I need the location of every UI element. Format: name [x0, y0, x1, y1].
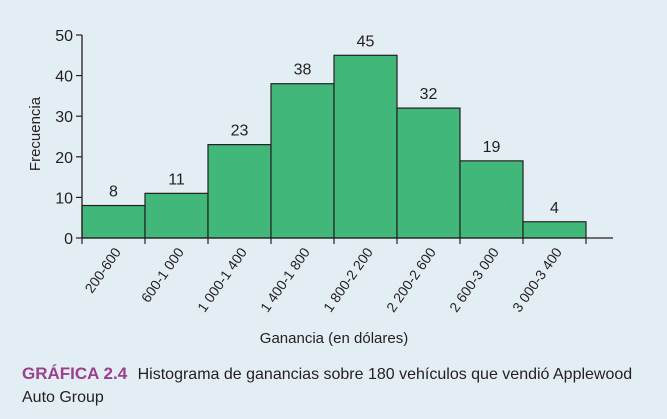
x-axis-label: Ganancia (en dólares): [260, 330, 408, 347]
y-tick-label-2: 20: [55, 150, 73, 167]
bar-value-label-1: 8: [109, 184, 118, 201]
y-ticks-group: 0 10 20 30 40 50: [55, 28, 82, 248]
y-axis-label: Frecuencia: [27, 96, 44, 171]
x-tick-label-8: 3 000-3 400: [509, 244, 565, 315]
bar-value-label-3: 23: [231, 123, 249, 140]
bar-value-label-8: 4: [550, 200, 559, 217]
bar-4: [270, 83, 335, 239]
y-tick-label-0: 0: [64, 231, 73, 248]
x-tick-label-7: 2 600-3 000: [446, 244, 502, 315]
bar-5: [333, 54, 398, 239]
bar-value-label-7: 19: [483, 139, 501, 156]
x-tick-label-5: 1 800-2 200: [320, 244, 376, 315]
x-tick-label-3: 1 000-1 400: [194, 244, 250, 315]
bar-value-label-6: 32: [420, 86, 438, 103]
bar-2: [144, 192, 209, 239]
y-tick-label-1: 10: [55, 190, 73, 207]
x-tick-label-4: 1 400-1 800: [257, 244, 313, 315]
bar-8: [522, 221, 587, 239]
y-tick-label-5: 50: [55, 28, 73, 45]
x-tick-label-6: 2 200-2 600: [383, 244, 439, 315]
x-tick-label-2: 600-1 000: [138, 244, 187, 305]
bar-value-label-2: 11: [168, 171, 185, 188]
bar-value-label-4: 38: [294, 62, 312, 79]
bars-group: [81, 54, 587, 239]
bar-6: [396, 107, 461, 239]
value-labels-group: 8 11 23 38 45 32 19 4: [109, 33, 559, 216]
bar-1: [81, 204, 146, 239]
x-ticks-group: 200-600 600-1 000 1 000-1 400 1 400-1 800 1 …: [81, 238, 587, 315]
figure-caption: GRÁFICA 2.4 Histograma de ganancias sobr…: [22, 362, 652, 409]
histogram-chart: 8 11 23 38 45 32 19 4 0 10 20 30 40 50 200-600 600-1 …: [27, 28, 613, 347]
y-tick-label-4: 40: [55, 69, 73, 86]
y-tick-label-3: 30: [55, 109, 73, 126]
figure-label: GRÁFICA 2.4: [22, 364, 128, 383]
x-tick-label-1: 200-600: [81, 244, 124, 295]
bar-7: [459, 160, 524, 239]
bar-3: [207, 144, 272, 239]
bar-value-label-5: 45: [357, 33, 375, 50]
figure-caption-text: Histograma de ganancias sobre 180 vehícu…: [22, 366, 633, 406]
